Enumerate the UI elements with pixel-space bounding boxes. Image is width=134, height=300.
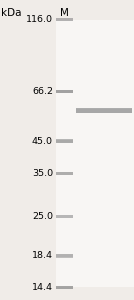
- Bar: [56, 18, 73, 21]
- Text: 116.0: 116.0: [26, 15, 53, 24]
- Text: kDa: kDa: [1, 8, 22, 17]
- Bar: [56, 140, 73, 143]
- Bar: [56, 255, 73, 257]
- Bar: [56, 18, 73, 21]
- Bar: [56, 254, 73, 257]
- Bar: [56, 18, 73, 21]
- Bar: [76, 109, 132, 113]
- Bar: [56, 286, 73, 289]
- Bar: [56, 172, 73, 175]
- Bar: [56, 215, 73, 218]
- Bar: [56, 215, 73, 218]
- Bar: [76, 108, 132, 113]
- Bar: [56, 286, 73, 289]
- Bar: [56, 90, 73, 93]
- Bar: [56, 18, 73, 21]
- Bar: [76, 108, 132, 113]
- Bar: [56, 140, 73, 142]
- Bar: [56, 254, 73, 257]
- Text: 45.0: 45.0: [32, 136, 53, 146]
- Bar: [56, 254, 73, 258]
- Bar: [56, 18, 73, 21]
- Bar: [56, 286, 73, 289]
- Bar: [56, 172, 73, 175]
- Text: 66.2: 66.2: [32, 87, 53, 96]
- Bar: [76, 109, 132, 113]
- Bar: [56, 286, 73, 289]
- Bar: [56, 90, 73, 93]
- Bar: [56, 215, 73, 218]
- Bar: [76, 108, 132, 113]
- Bar: [56, 140, 73, 142]
- Bar: [56, 215, 73, 218]
- Bar: [76, 109, 132, 113]
- Text: 35.0: 35.0: [32, 169, 53, 178]
- Bar: [56, 254, 73, 258]
- Bar: [56, 215, 73, 218]
- Bar: [56, 286, 73, 289]
- Bar: [56, 172, 73, 175]
- Bar: [56, 139, 73, 143]
- Bar: [76, 109, 132, 113]
- Bar: [56, 90, 73, 93]
- Text: M: M: [60, 8, 69, 17]
- Bar: [56, 172, 73, 175]
- Bar: [56, 18, 73, 21]
- Bar: [56, 90, 73, 93]
- Bar: [56, 172, 73, 175]
- Bar: [56, 140, 73, 142]
- Text: 18.4: 18.4: [32, 251, 53, 260]
- Bar: [56, 20, 134, 287]
- Text: 25.0: 25.0: [32, 212, 53, 221]
- Text: 14.4: 14.4: [32, 283, 53, 292]
- Bar: [56, 90, 73, 93]
- Bar: [56, 172, 73, 175]
- Bar: [56, 90, 73, 93]
- Bar: [76, 108, 132, 113]
- Bar: [56, 140, 73, 143]
- Bar: [56, 286, 73, 289]
- Bar: [56, 254, 73, 257]
- Bar: [56, 215, 73, 218]
